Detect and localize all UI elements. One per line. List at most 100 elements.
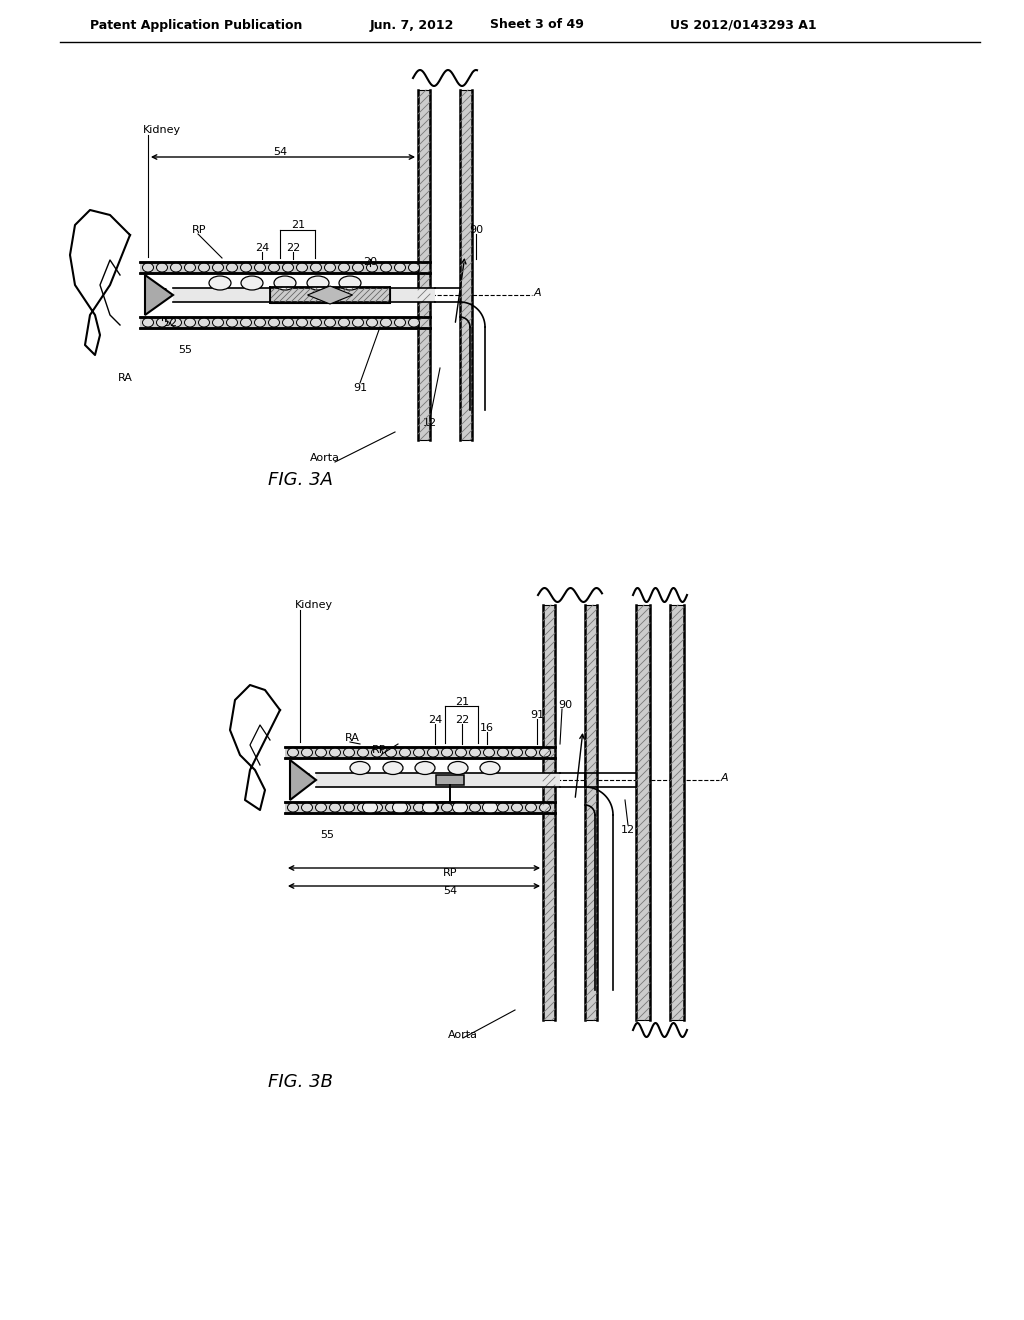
Ellipse shape (409, 263, 420, 272)
Bar (316, 774, 560, 787)
Ellipse shape (350, 762, 370, 775)
Ellipse shape (325, 263, 336, 272)
Ellipse shape (339, 263, 349, 272)
Text: 21: 21 (455, 697, 469, 708)
Ellipse shape (427, 803, 438, 812)
Ellipse shape (362, 801, 378, 813)
Ellipse shape (456, 803, 467, 812)
Ellipse shape (315, 803, 327, 812)
Text: A: A (161, 288, 168, 298)
Ellipse shape (498, 803, 509, 812)
Ellipse shape (385, 748, 396, 756)
Ellipse shape (540, 803, 551, 812)
Text: RA: RA (118, 374, 133, 383)
Text: Sheet 3 of 49: Sheet 3 of 49 (490, 18, 584, 32)
Ellipse shape (213, 318, 223, 327)
Ellipse shape (357, 803, 369, 812)
Ellipse shape (315, 748, 327, 756)
Text: 22: 22 (455, 715, 469, 725)
Ellipse shape (171, 263, 181, 272)
Ellipse shape (414, 803, 425, 812)
Ellipse shape (456, 748, 467, 756)
Ellipse shape (310, 263, 322, 272)
Ellipse shape (199, 318, 210, 327)
Ellipse shape (268, 263, 280, 272)
Ellipse shape (498, 748, 509, 756)
Text: 24: 24 (428, 715, 442, 725)
Text: Kidney: Kidney (295, 601, 333, 610)
Text: Kidney: Kidney (143, 125, 181, 135)
Bar (285, 747, 555, 758)
Ellipse shape (512, 748, 522, 756)
Text: 24: 24 (255, 243, 269, 253)
Ellipse shape (383, 762, 403, 775)
Ellipse shape (399, 803, 411, 812)
Bar (173, 288, 435, 302)
Text: Patent Application Publication: Patent Application Publication (90, 18, 302, 32)
Ellipse shape (427, 748, 438, 756)
Ellipse shape (301, 803, 312, 812)
Text: RA: RA (345, 733, 359, 743)
Ellipse shape (241, 263, 252, 272)
Ellipse shape (441, 748, 453, 756)
Ellipse shape (483, 803, 495, 812)
Bar (636, 605, 650, 1020)
Ellipse shape (367, 263, 378, 272)
Ellipse shape (483, 748, 495, 756)
Text: 16: 16 (480, 723, 494, 733)
Ellipse shape (310, 318, 322, 327)
Text: 54: 54 (273, 147, 287, 157)
Ellipse shape (339, 276, 361, 290)
Ellipse shape (441, 803, 453, 812)
Ellipse shape (297, 263, 307, 272)
Ellipse shape (274, 276, 296, 290)
Ellipse shape (352, 318, 364, 327)
Ellipse shape (453, 801, 468, 813)
Text: FIG. 3A: FIG. 3A (267, 471, 333, 488)
Polygon shape (145, 275, 173, 315)
Text: RP: RP (442, 869, 458, 878)
Ellipse shape (343, 748, 354, 756)
Ellipse shape (288, 803, 299, 812)
Text: FIG. 3B: FIG. 3B (267, 1073, 333, 1092)
Bar (585, 605, 597, 1020)
Text: Aorta: Aorta (449, 1030, 478, 1040)
Text: A: A (303, 774, 311, 783)
Text: 20: 20 (362, 257, 377, 267)
Ellipse shape (394, 318, 406, 327)
Ellipse shape (283, 318, 294, 327)
Ellipse shape (482, 801, 498, 813)
Text: RP: RP (372, 744, 386, 755)
Ellipse shape (301, 748, 312, 756)
Bar (670, 605, 684, 1020)
Ellipse shape (330, 803, 341, 812)
Ellipse shape (423, 801, 437, 813)
Ellipse shape (184, 318, 196, 327)
Text: 90: 90 (558, 700, 572, 710)
Ellipse shape (297, 318, 307, 327)
Text: 12: 12 (621, 825, 635, 836)
Text: 90: 90 (469, 224, 483, 235)
Ellipse shape (226, 318, 238, 327)
Ellipse shape (255, 318, 265, 327)
Bar (543, 605, 555, 1020)
Ellipse shape (226, 263, 238, 272)
Bar (140, 317, 430, 327)
Ellipse shape (283, 263, 294, 272)
Text: 52: 52 (163, 318, 177, 327)
Ellipse shape (268, 318, 280, 327)
Ellipse shape (409, 318, 420, 327)
Text: 21: 21 (291, 220, 305, 230)
Text: US 2012/0143293 A1: US 2012/0143293 A1 (670, 18, 816, 32)
Bar (418, 90, 430, 440)
Ellipse shape (399, 748, 411, 756)
Text: A: A (534, 288, 542, 298)
Ellipse shape (372, 748, 383, 756)
Ellipse shape (525, 803, 537, 812)
Text: Aorta: Aorta (310, 453, 340, 463)
Text: A: A (721, 774, 729, 783)
Ellipse shape (339, 318, 349, 327)
Bar (285, 803, 555, 813)
Bar (270, 286, 390, 304)
Bar (140, 261, 430, 273)
